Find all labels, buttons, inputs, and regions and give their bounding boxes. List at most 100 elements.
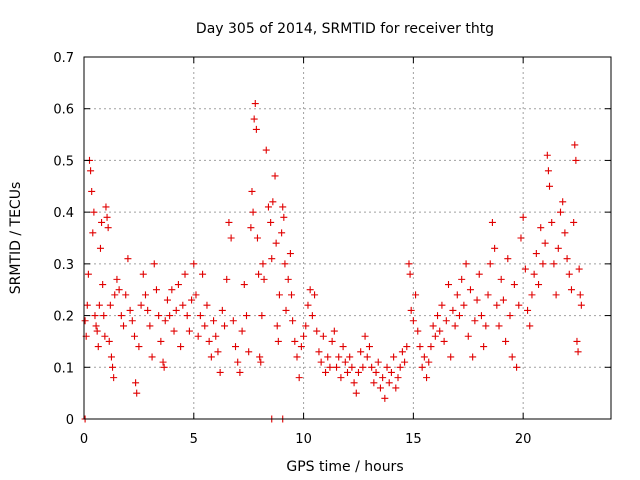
data-point — [159, 358, 167, 366]
data-point — [280, 213, 288, 221]
data-point — [550, 260, 558, 268]
data-point — [170, 327, 178, 335]
data-point — [317, 358, 325, 366]
data-point — [223, 275, 231, 283]
data-point — [152, 286, 160, 294]
data-point — [491, 244, 499, 252]
data-point — [89, 229, 97, 237]
data-point — [565, 270, 573, 278]
data-point — [242, 312, 250, 320]
data-point — [348, 363, 356, 371]
data-point — [372, 368, 380, 376]
data-point — [515, 301, 523, 309]
data-point — [308, 312, 316, 320]
data-point — [385, 379, 393, 387]
data-point — [392, 384, 400, 392]
data-point — [250, 115, 258, 123]
data-point — [275, 291, 283, 299]
data-point — [92, 322, 100, 330]
x-tick-label: 20 — [515, 432, 532, 447]
data-point — [157, 337, 165, 345]
data-point — [418, 363, 426, 371]
x-tick-label: 0 — [80, 432, 88, 447]
data-point — [416, 343, 424, 351]
data-point — [398, 348, 406, 356]
data-point — [471, 317, 479, 325]
data-point — [440, 337, 448, 345]
data-point — [122, 291, 130, 299]
y-tick-label: 0.6 — [53, 103, 74, 118]
data-point — [96, 244, 104, 252]
y-tick-label: 0.2 — [53, 310, 74, 325]
y-tick-label: 0.7 — [53, 51, 74, 66]
data-point — [475, 270, 483, 278]
data-point — [126, 306, 134, 314]
data-point — [88, 187, 96, 195]
data-point — [264, 203, 272, 211]
data-point — [168, 286, 176, 294]
data-point — [449, 306, 457, 314]
data-point — [148, 353, 156, 361]
data-point — [431, 332, 439, 340]
data-point — [279, 203, 287, 211]
data-point — [519, 213, 527, 221]
data-point — [262, 146, 270, 154]
data-point — [306, 286, 314, 294]
data-point — [105, 337, 113, 345]
data-point — [252, 125, 260, 133]
data-point — [120, 322, 128, 330]
data-point — [188, 296, 196, 304]
data-point — [543, 151, 551, 159]
data-point — [218, 306, 226, 314]
data-point — [295, 374, 303, 382]
data-point — [225, 218, 233, 226]
data-point — [284, 275, 292, 283]
data-point — [414, 327, 422, 335]
data-point — [539, 260, 547, 268]
data-point — [214, 348, 222, 356]
data-point — [363, 353, 371, 361]
y-tick-label: 0.3 — [53, 258, 74, 273]
data-point — [352, 389, 360, 397]
data-point — [83, 301, 91, 309]
data-point — [425, 358, 433, 366]
x-tick-label: 10 — [295, 432, 312, 447]
data-point — [361, 332, 369, 340]
data-point — [272, 239, 280, 247]
data-point — [132, 379, 140, 387]
data-point — [576, 291, 584, 299]
data-point — [253, 234, 261, 242]
data-point — [201, 322, 209, 330]
data-point — [150, 260, 158, 268]
y-tick-label: 0 — [66, 413, 74, 428]
data-point — [405, 260, 413, 268]
data-point — [179, 301, 187, 309]
data-point — [524, 306, 532, 314]
data-point — [510, 281, 518, 289]
data-point — [99, 281, 107, 289]
data-point — [90, 208, 98, 216]
data-point — [258, 312, 266, 320]
data-point — [563, 255, 571, 263]
data-point — [544, 167, 552, 175]
data-point — [240, 281, 248, 289]
data-point — [434, 312, 442, 320]
data-point — [100, 312, 108, 320]
data-point — [333, 363, 341, 371]
data-point — [315, 348, 323, 356]
data-point — [573, 337, 581, 345]
data-point — [259, 260, 267, 268]
data-point — [403, 343, 411, 351]
data-point — [324, 353, 332, 361]
data-point — [135, 343, 143, 351]
y-tick-label: 0.4 — [53, 206, 74, 221]
data-point — [570, 218, 578, 226]
data-point — [251, 100, 259, 108]
x-axis-label: GPS time / hours — [286, 459, 403, 475]
data-point — [103, 213, 111, 221]
data-point — [111, 291, 119, 299]
data-point — [326, 363, 334, 371]
data-point — [357, 348, 365, 356]
data-point — [341, 358, 349, 366]
